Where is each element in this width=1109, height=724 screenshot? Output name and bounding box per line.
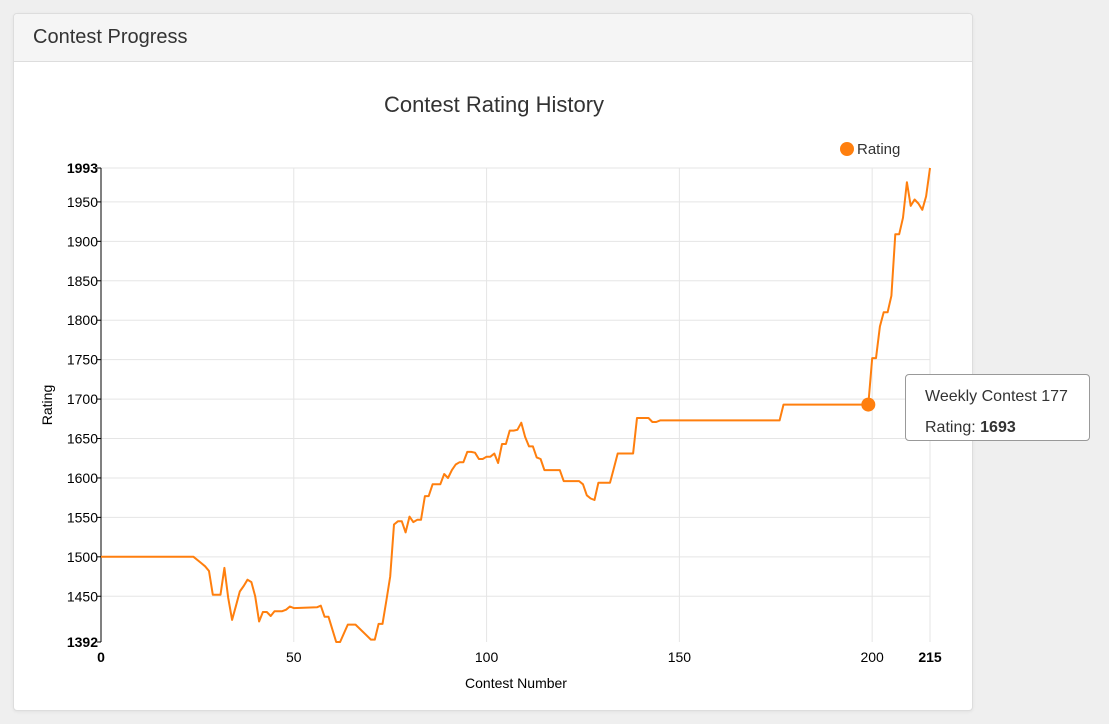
tooltip-value-label: Rating:	[925, 419, 976, 436]
tooltip-title: Weekly Contest 177	[925, 388, 1068, 405]
y-tick-label: 1750	[67, 352, 98, 368]
tooltip-value: 1693	[980, 419, 1016, 436]
y-tick-label: 1850	[67, 273, 98, 289]
panel-header: Contest Progress	[14, 14, 972, 62]
contest-progress-panel: Contest Progress	[13, 13, 973, 711]
y-tick-label: 1650	[67, 431, 98, 447]
x-axis-label: Contest Number	[465, 675, 567, 691]
y-axis-label: Rating	[39, 385, 55, 425]
y-tick-label: 1950	[67, 194, 98, 210]
highlighted-data-point[interactable]	[861, 397, 876, 412]
y-tick-label: 1900	[67, 233, 98, 249]
chart-tooltip: Weekly Contest 177 Rating: 1693	[905, 374, 1090, 441]
x-tick-label: 200	[860, 649, 884, 665]
x-tick-label: 150	[668, 649, 692, 665]
y-tick-label: 1450	[67, 588, 98, 604]
legend-swatch	[840, 142, 854, 156]
y-tick-label: 1550	[67, 509, 98, 525]
panel-title: Contest Progress	[33, 26, 188, 48]
y-tick-label: 1800	[67, 312, 98, 328]
y-tick-label: 1993	[67, 160, 98, 176]
chart-title: Contest Rating History	[384, 92, 604, 117]
legend-label: Rating	[857, 141, 900, 158]
x-tick-label: 50	[286, 649, 302, 665]
y-tick-label: 1700	[67, 391, 98, 407]
y-tick-label: 1392	[67, 634, 98, 650]
rating-series-line	[101, 167, 931, 643]
y-tick-label: 1500	[67, 549, 98, 565]
x-tick-label: 100	[475, 649, 499, 665]
x-tick-label: 215	[918, 649, 942, 665]
tooltip-value-row: Rating: 1693	[925, 412, 1089, 443]
y-tick-label: 1600	[67, 470, 98, 486]
x-tick-label: 0	[97, 649, 105, 665]
